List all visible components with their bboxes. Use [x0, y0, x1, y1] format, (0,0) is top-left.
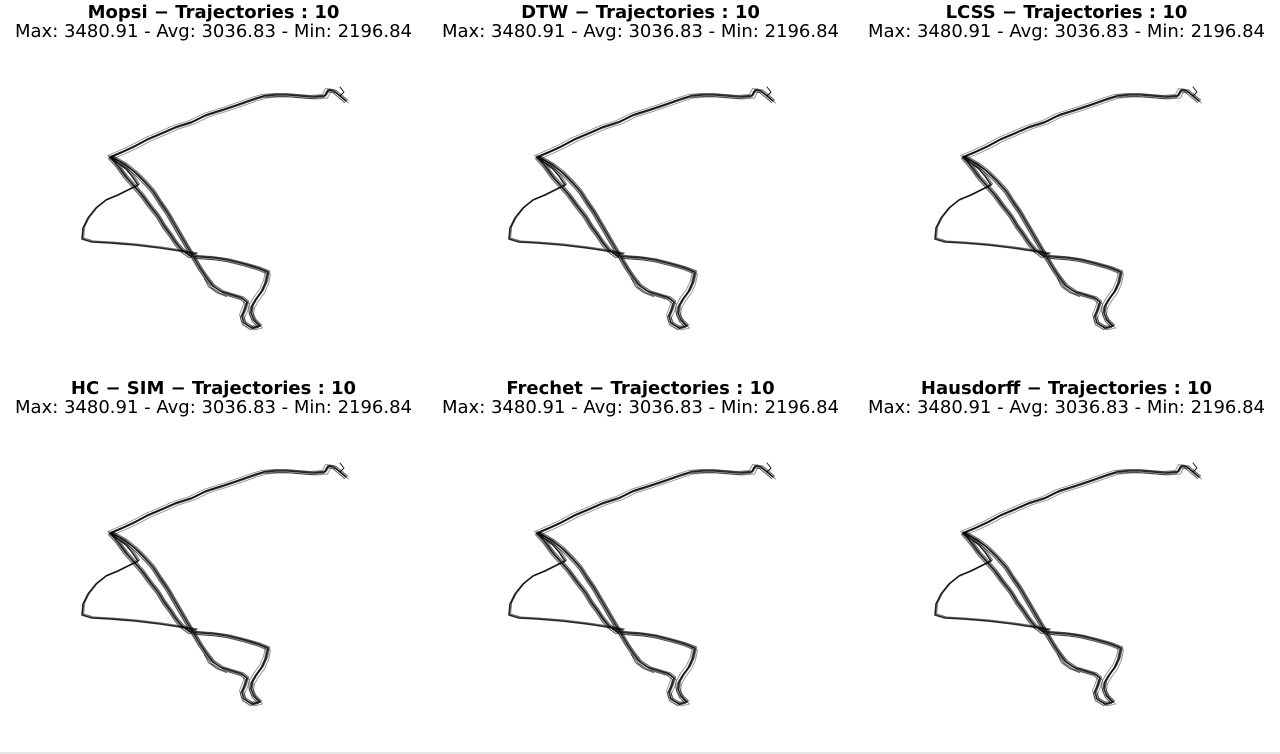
subplot-title: HC − SIM − Trajectories : 10 — [70, 378, 357, 399]
trajectory-branch-line — [630, 277, 655, 298]
trajectory-end-marker — [1192, 86, 1198, 97]
trajectory-line — [960, 88, 1197, 327]
trajectory-end-marker — [339, 86, 345, 97]
trajectory-loop-line — [509, 155, 626, 254]
subplot-stats: Max: 3480.91 - Avg: 3036.83 - Min: 2196.… — [14, 397, 413, 418]
trajectory-plot — [508, 86, 776, 331]
figure-bottom-border — [0, 752, 1280, 754]
trajectory-plot — [81, 86, 349, 331]
trajectory-line — [107, 88, 344, 327]
subplot-title: DTW − Trajectories : 10 — [521, 2, 760, 23]
subplot-stats: Max: 3480.91 - Avg: 3036.83 - Min: 2196.… — [441, 21, 840, 42]
trajectory-branch-line — [630, 653, 655, 674]
subplot-title: Frechet − Trajectories : 10 — [506, 378, 775, 399]
subplot-title: LCSS − Trajectories : 10 — [945, 2, 1188, 23]
subplot-dtw: DTW − Trajectories : 10 Max: 3480.91 - A… — [427, 0, 854, 377]
trajectory-plot — [81, 462, 349, 707]
trajectory-line — [960, 90, 1199, 331]
trajectory-end-marker — [339, 462, 345, 473]
trajectory-line — [112, 91, 349, 331]
trajectory-loop-line — [935, 531, 1052, 630]
trajectory-plot — [934, 86, 1202, 331]
trajectory-loop-line — [82, 531, 199, 630]
subplot-hc-sim: HC − SIM − Trajectories : 10 Max: 3480.9… — [0, 376, 427, 753]
subplot-hausdorff: Hausdorff − Trajectories : 10 Max: 3480.… — [853, 376, 1280, 753]
trajectory-group — [508, 462, 776, 707]
trajectory-branch-line — [203, 653, 228, 674]
trajectory-plot — [508, 462, 776, 707]
trajectory-group — [81, 462, 349, 707]
trajectory-line — [965, 467, 1202, 707]
trajectory-end-marker — [1192, 462, 1198, 473]
trajectory-line — [537, 88, 776, 328]
trajectory-branch-line — [203, 277, 228, 298]
subplot-mopsi: Mopsi − Trajectories : 10 Max: 3480.91 -… — [0, 0, 427, 377]
trajectory-line — [534, 466, 773, 707]
trajectory-end-marker — [766, 86, 772, 97]
trajectory-line — [960, 466, 1199, 707]
trajectory-line — [110, 464, 349, 704]
trajectory-branch-line — [1056, 277, 1081, 298]
trajectory-group — [934, 86, 1202, 331]
subplot-stats: Max: 3480.91 - Avg: 3036.83 - Min: 2196.… — [14, 21, 413, 42]
subplot-title: Mopsi − Trajectories : 10 — [87, 2, 340, 23]
trajectory-line — [539, 467, 776, 707]
trajectory-line — [110, 88, 349, 328]
trajectory-line — [534, 88, 771, 327]
trajectory-line — [539, 91, 776, 331]
trajectory-line — [107, 466, 346, 707]
trajectory-group — [508, 86, 776, 331]
trajectory-loop-line — [935, 155, 1052, 254]
trajectory-line — [534, 464, 771, 703]
trajectory-line — [534, 90, 773, 331]
trajectory-plot — [934, 462, 1202, 707]
trajectory-line — [537, 464, 776, 704]
subplot-stats: Max: 3480.91 - Avg: 3036.83 - Min: 2196.… — [867, 397, 1266, 418]
subplot-stats: Max: 3480.91 - Avg: 3036.83 - Min: 2196.… — [867, 21, 1266, 42]
trajectory-group — [81, 86, 349, 331]
trajectory-group — [934, 462, 1202, 707]
trajectory-end-marker — [766, 462, 772, 473]
subplot-stats: Max: 3480.91 - Avg: 3036.83 - Min: 2196.… — [441, 397, 840, 418]
subplot-frechet: Frechet − Trajectories : 10 Max: 3480.91… — [427, 376, 854, 753]
trajectory-loop-line — [82, 155, 199, 254]
trajectory-line — [112, 467, 349, 707]
subplot-title: Hausdorff − Trajectories : 10 — [920, 378, 1213, 399]
trajectory-loop-line — [509, 531, 626, 630]
trajectory-line — [963, 464, 1202, 704]
trajectory-line — [107, 90, 346, 331]
trajectory-line — [965, 91, 1202, 331]
trajectory-line — [107, 464, 344, 703]
trajectory-branch-line — [1056, 653, 1081, 674]
trajectory-line — [960, 464, 1197, 703]
subplot-lcss: LCSS − Trajectories : 10 Max: 3480.91 - … — [853, 0, 1280, 377]
trajectory-line — [963, 88, 1202, 328]
